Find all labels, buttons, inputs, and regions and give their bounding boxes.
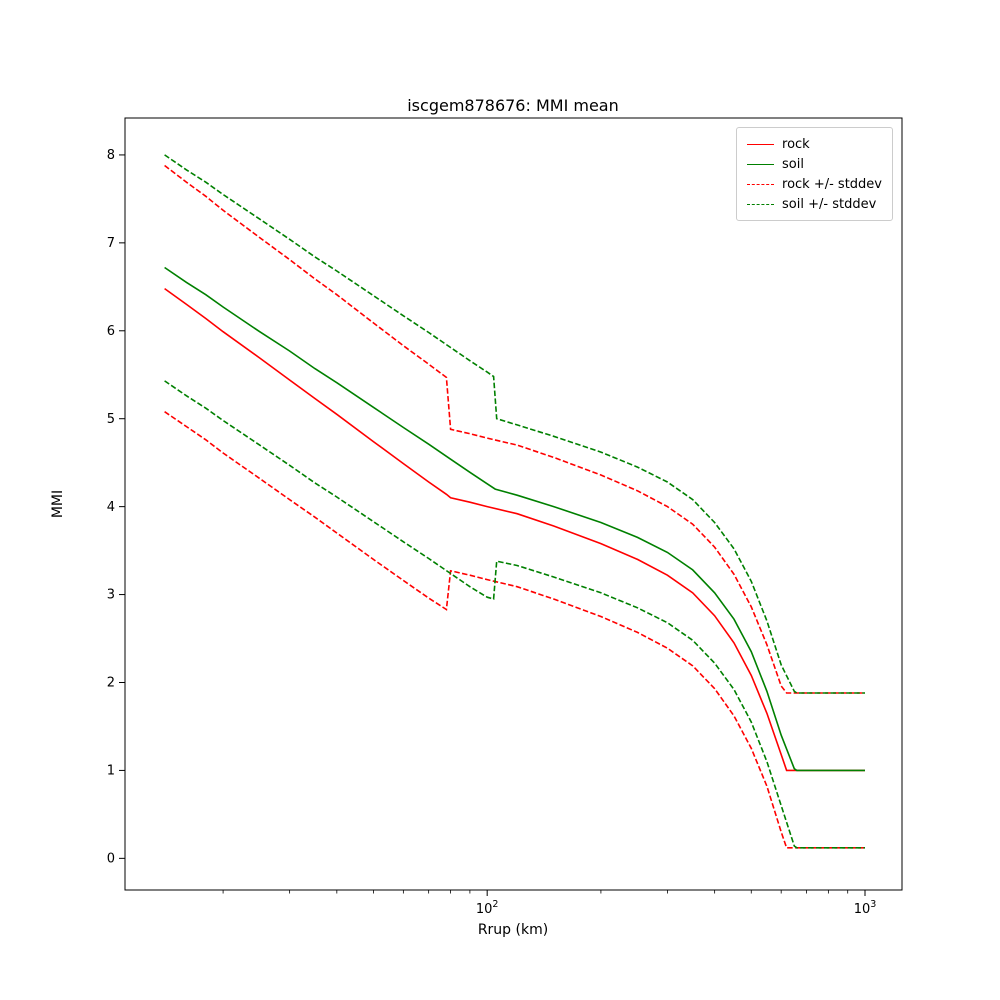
y-tick-label: 1: [107, 764, 115, 779]
y-tick-label: 8: [107, 148, 115, 163]
x-tick-label: 103: [854, 899, 877, 917]
rock-stddev-line-sample: [747, 183, 775, 185]
y-axis-label: MMI: [50, 490, 66, 518]
rock-line-sample: [747, 143, 775, 145]
soil-line-sample: [747, 163, 775, 165]
legend-label-soil: soil: [782, 156, 804, 172]
legend-item-rock-stddev: rock +/- stddev: [747, 174, 882, 194]
y-tick-label: 7: [107, 236, 115, 251]
series-soil-mean: [164, 266, 865, 772]
legend-item-soil-stddev: soil +/- stddev: [747, 194, 882, 214]
legend-label-rock-stddev: rock +/- stddev: [782, 176, 882, 192]
y-tick-label: 3: [107, 588, 115, 603]
series-rock-lower-stddev: [164, 411, 865, 849]
y-tick-label: 6: [107, 324, 115, 339]
soil-stddev-line-sample: [747, 203, 775, 205]
x-axis-label: Rrup (km): [478, 922, 548, 938]
legend-item-soil: soil: [747, 154, 882, 174]
axes-frame: [124, 117, 903, 891]
series-soil-upper-stddev: [164, 154, 865, 694]
series-soil-lower-stddev: [164, 380, 865, 849]
series-rock-mean: [164, 287, 865, 772]
y-tick-label: 2: [107, 676, 115, 691]
legend-item-rock: rock: [747, 134, 882, 154]
y-tick-label: 0: [107, 852, 115, 867]
x-tick-label: 102: [476, 899, 499, 917]
series-rock-upper-stddev: [164, 164, 865, 694]
chart-title: iscgem878676: MMI mean: [407, 96, 619, 115]
legend: rock soil rock +/- stddev soil +/- stdde…: [736, 127, 893, 221]
plot-area: 0 1 2 3 4 5 6 7 8 102 103: [107, 117, 903, 917]
y-tick-label: 4: [107, 500, 115, 515]
y-tick-label: 5: [107, 412, 115, 427]
legend-label-rock: rock: [782, 136, 810, 152]
legend-label-soil-stddev: soil +/- stddev: [782, 196, 877, 212]
